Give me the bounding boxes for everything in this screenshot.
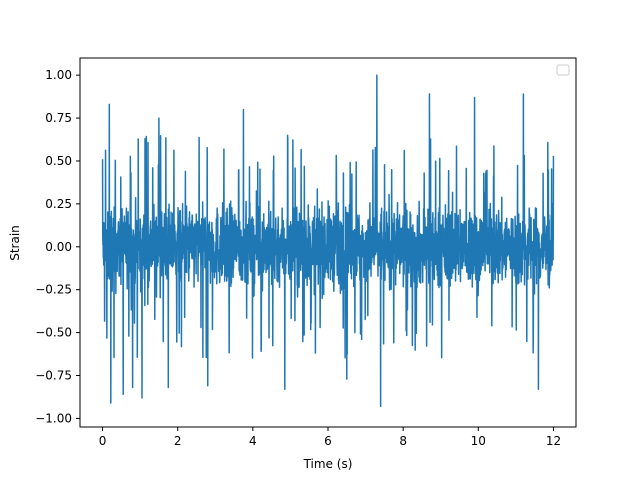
y-tick-label: 0.00 (45, 240, 72, 254)
y-tick-label: −0.25 (35, 283, 72, 297)
x-axis-label: Time (s) (303, 457, 353, 471)
x-tick-label: 2 (174, 434, 182, 448)
x-tick-label: 6 (324, 434, 332, 448)
y-tick-label: −0.75 (35, 369, 72, 383)
strain-series-line (101, 74, 555, 408)
x-tick-label: 8 (399, 434, 407, 448)
x-tick-label: 0 (99, 434, 107, 448)
x-tick-label: 10 (471, 434, 486, 448)
y-tick-label: 0.75 (45, 111, 72, 125)
y-axis-label: Strain (8, 225, 22, 261)
y-tick-label: 0.50 (45, 154, 72, 168)
x-tick-label: 4 (249, 434, 257, 448)
x-axis: 0 2 4 6 8 10 12 (99, 427, 561, 448)
y-tick-label: 1.00 (45, 68, 72, 82)
y-axis: −1.00 −0.75 −0.50 −0.25 0.00 0.25 0.50 0.75 1.00 (35, 68, 80, 425)
series-layer (101, 74, 555, 408)
x-tick-label: 12 (546, 434, 561, 448)
y-tick-label: −0.50 (35, 326, 72, 340)
y-tick-label: −1.00 (35, 411, 72, 425)
y-tick-label: 0.25 (45, 197, 72, 211)
legend-box (556, 64, 570, 76)
